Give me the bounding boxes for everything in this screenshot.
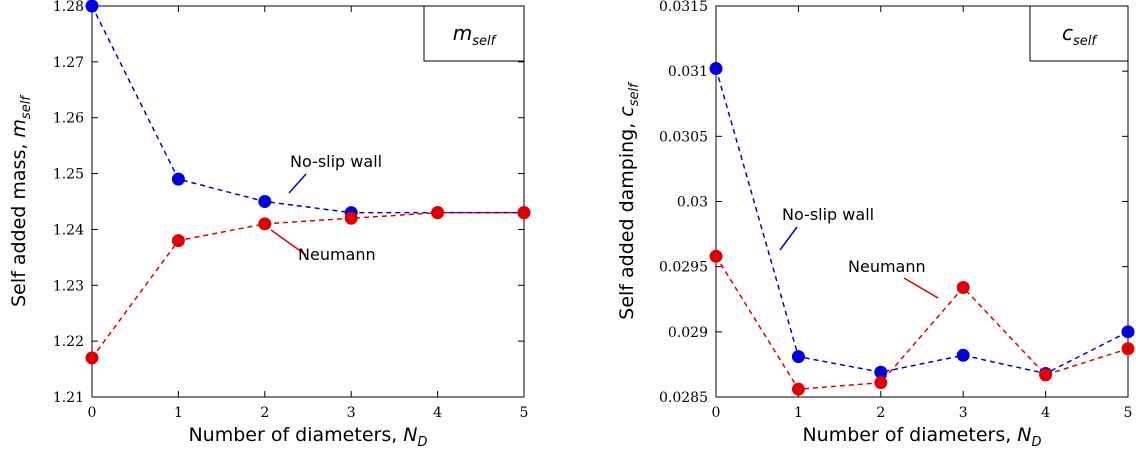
annotation-label: No-slip wall (782, 205, 874, 224)
y-tick-label: 1.23 (53, 278, 84, 294)
y-tick-label: 1.25 (53, 167, 84, 183)
x-tick-label: 0 (712, 405, 721, 421)
data-point-no-slip-wall (791, 350, 805, 364)
box-label-text: mself (453, 21, 498, 49)
series-box-label (1029, 5, 1129, 62)
series-line-no-slip-wall (91, 5, 524, 214)
y-tick-label: 1.24 (53, 222, 84, 238)
annotation-leader-line (288, 173, 307, 194)
data-point-neumann (956, 281, 970, 295)
data-point-no-slip-wall (85, 0, 99, 13)
x-axis-label-text: Number of diameters, (802, 424, 1017, 446)
x-tick-label: 1 (174, 405, 183, 421)
annotation-leader-line (270, 229, 307, 256)
x-axis-label-sub: D (418, 435, 428, 450)
data-point-neumann (85, 351, 99, 365)
data-point-neumann (344, 211, 358, 225)
series-line-neumann (91, 211, 524, 359)
data-point-neumann (171, 234, 185, 248)
data-point-no-slip-wall (258, 195, 272, 208)
x-tick-label: 3 (347, 405, 356, 421)
y-tick-label: 0.0285 (659, 390, 708, 406)
x-tick-label: 4 (433, 405, 442, 421)
y-axis-label-sub: self (627, 81, 642, 106)
y-axis-label-var: m (8, 119, 30, 138)
series-line-neumann (715, 255, 1129, 390)
y-tick-label: 1.26 (53, 111, 84, 127)
x-axis-label: Number of diameters, ND (802, 424, 1041, 450)
x-tick-label: 5 (1124, 405, 1133, 421)
x-tick-label: 1 (794, 405, 803, 421)
y-tick-label: 1.27 (53, 55, 84, 71)
x-axis-label-var: N (1017, 424, 1031, 446)
box-label-main: m (453, 21, 472, 45)
y-axis-label-sub: self (19, 94, 34, 119)
data-point-neumann (791, 382, 805, 396)
y-tick-label: 1.28 (53, 0, 84, 15)
box-label-sub: self (1073, 34, 1098, 49)
y-tick-label: 1.21 (53, 390, 84, 406)
annotation-leader-line (903, 277, 939, 299)
data-point-neumann (709, 249, 723, 263)
y-axis-label-text: Self added mass, (8, 138, 30, 307)
x-tick-label: 4 (1041, 405, 1050, 421)
x-axis-label-sub: D (1032, 435, 1042, 450)
annotation-label: Neumann (848, 257, 926, 276)
data-point-no-slip-wall (956, 348, 970, 362)
x-axis-label-var: N (403, 424, 417, 446)
plot-frame (91, 5, 525, 398)
y-tick-label: 0.0305 (659, 129, 708, 145)
x-tick-label: 5 (520, 405, 529, 421)
data-point-neumann (258, 217, 272, 231)
data-point-neumann (874, 376, 888, 390)
x-tick-label: 3 (959, 405, 968, 421)
series-box-label (423, 5, 525, 62)
data-point-neumann (1039, 368, 1053, 382)
y-tick-label: 0.0295 (659, 260, 708, 276)
y-tick-label: 1.22 (53, 334, 84, 350)
annotation-label: Neumann (298, 245, 376, 264)
y-axis-label-var: c (616, 106, 638, 117)
data-point-no-slip-wall (1121, 325, 1135, 339)
y-tick-label: 0.03 (677, 195, 708, 211)
x-axis-label: Number of diameters, ND (188, 424, 427, 450)
data-point-no-slip-wall (874, 365, 888, 379)
data-point-neumann (517, 206, 531, 220)
y-axis-label: Self added damping, cself (616, 81, 642, 320)
y-tick-label: 0.031 (668, 64, 708, 80)
y-axis-label-text: Self added damping, (616, 117, 638, 320)
data-point-no-slip-wall (709, 62, 723, 76)
data-point-neumann (431, 206, 445, 220)
x-axis-label-text: Number of diameters, (188, 424, 403, 446)
plot-frame (715, 5, 1129, 398)
x-tick-label: 0 (88, 405, 97, 421)
series-line-no-slip-wall (715, 68, 1129, 375)
y-tick-label: 0.0315 (659, 0, 708, 15)
y-tick-label: 0.029 (668, 325, 708, 341)
x-tick-label: 2 (260, 405, 269, 421)
box-label-main: c (1062, 21, 1073, 45)
annotation-label: No-slip wall (290, 152, 382, 171)
annotation-leader-line (779, 226, 798, 251)
y-axis-label: Self added mass, mself (8, 94, 34, 307)
box-label-text: cself (1062, 21, 1098, 49)
chart-panel-2: 0 1 2 3 4 5 0.0285 0.029 0.0295 0.03 0.0305 0.031 0.… (616, 0, 1135, 450)
x-tick-label: 2 (876, 405, 885, 421)
data-point-no-slip-wall (171, 172, 185, 186)
data-point-neumann (1121, 342, 1135, 356)
chart-panel-1: 0 1 2 3 4 5 1.21 1.22 1.23 1.24 1.25 1.26 1.27 1.28 Nu… (8, 0, 531, 450)
box-label-sub: self (472, 34, 497, 49)
